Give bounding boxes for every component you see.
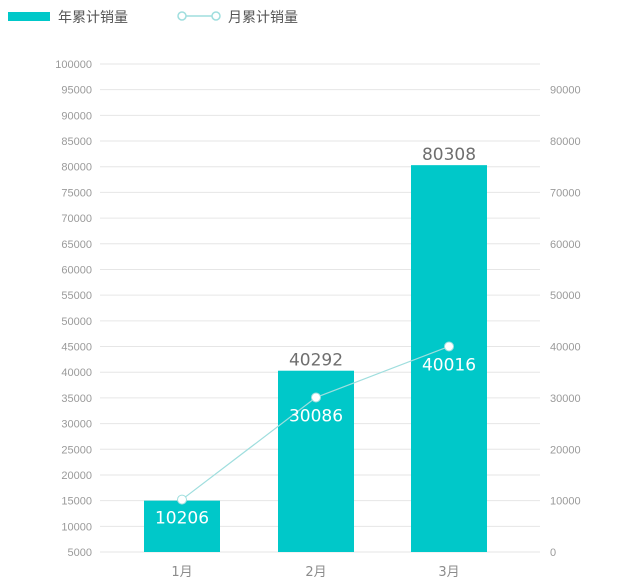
left-axis-tick-label: 80000 xyxy=(61,162,92,174)
left-axis-tick-label: 90000 xyxy=(61,110,92,122)
x-axis: 1月 2月 3月 xyxy=(171,565,459,580)
right-axis-tick-label: 70000 xyxy=(550,187,581,199)
left-axis-tick-label: 15000 xyxy=(61,496,92,508)
left-axis: 5000 10000 15000 20000 25000 30000 35000 40000 4… xyxy=(55,59,92,559)
line-point xyxy=(177,494,187,505)
left-axis-tick-label: 5000 xyxy=(68,547,92,559)
x-axis-category-label: 3月 xyxy=(438,565,459,580)
right-axis-tick-label: 20000 xyxy=(550,444,581,456)
left-axis-tick-label: 50000 xyxy=(61,316,92,328)
left-axis-tick-label: 70000 xyxy=(61,213,92,225)
legend-bar-label: 年累计销量 xyxy=(58,10,128,26)
left-axis-tick-label: 35000 xyxy=(61,393,92,405)
right-axis-tick-label: 0 xyxy=(550,547,556,559)
bars: 40292 80308 xyxy=(144,145,487,552)
legend-bar-swatch xyxy=(8,12,50,21)
right-axis-tick-label: 50000 xyxy=(550,290,581,302)
legend[interactable]: 年累计销量 月累计销量 xyxy=(8,10,298,26)
right-axis-tick-label: 60000 xyxy=(550,239,581,251)
x-axis-category-label: 1月 xyxy=(171,565,192,580)
line-series: 10206 30086 40016 xyxy=(155,341,476,529)
left-axis-tick-label: 25000 xyxy=(61,444,92,456)
right-axis-tick-label: 40000 xyxy=(550,342,581,354)
left-axis-tick-label: 85000 xyxy=(61,136,92,148)
right-axis-tick-label: 30000 xyxy=(550,393,581,405)
left-axis-tick-label: 60000 xyxy=(61,264,92,276)
bar-value-label: 80308 xyxy=(422,145,476,165)
right-axis-tick-label: 10000 xyxy=(550,496,581,508)
left-axis-tick-label: 20000 xyxy=(61,470,92,482)
left-axis-tick-label: 100000 xyxy=(55,59,92,71)
line-value-label: 10206 xyxy=(155,509,209,529)
right-axis-tick-label: 90000 xyxy=(550,85,581,97)
bar-value-label: 40292 xyxy=(289,351,343,371)
legend-line-marker-right xyxy=(211,11,221,21)
legend-line-label: 月累计销量 xyxy=(228,10,298,26)
x-axis-category-label: 2月 xyxy=(305,565,326,580)
line-value-label: 30086 xyxy=(289,406,343,426)
line-point xyxy=(444,341,454,352)
bar xyxy=(411,165,487,552)
right-axis: 0 10000 20000 30000 40000 50000 60000 70000 8000… xyxy=(550,85,581,559)
left-axis-tick-label: 45000 xyxy=(61,342,92,354)
left-axis-tick-label: 95000 xyxy=(61,85,92,97)
right-axis-tick-label: 80000 xyxy=(550,136,581,148)
bar xyxy=(144,500,220,552)
left-axis-tick-label: 10000 xyxy=(61,521,92,533)
left-axis-tick-label: 40000 xyxy=(61,367,92,379)
legend-line-marker-left xyxy=(177,11,187,21)
left-axis-tick-label: 30000 xyxy=(61,419,92,431)
left-axis-tick-label: 75000 xyxy=(61,187,92,199)
line-value-label: 40016 xyxy=(422,355,476,375)
left-axis-tick-label: 55000 xyxy=(61,290,92,302)
left-axis-tick-label: 65000 xyxy=(61,239,92,251)
line-point xyxy=(311,392,321,403)
